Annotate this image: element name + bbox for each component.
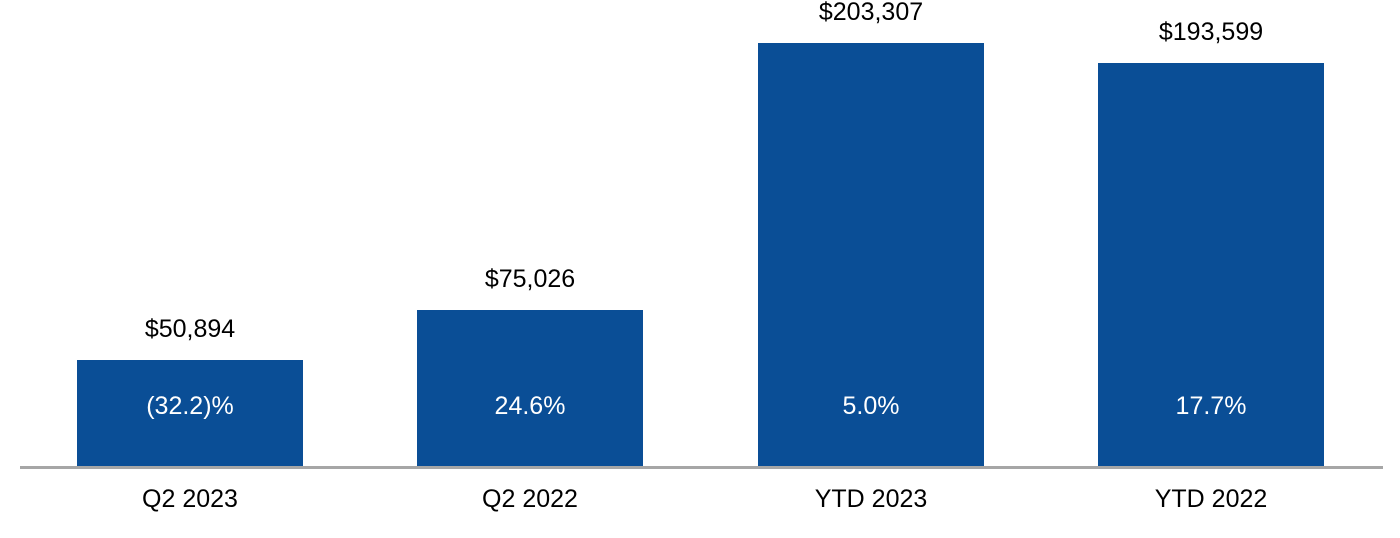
bar-pct-label: 5.0% [842,392,900,420]
bar-value-label: $193,599 [1158,18,1264,46]
bar [77,360,303,466]
x-axis-label: Q2 2023 [142,485,238,513]
x-axis-line [20,466,1383,469]
bar-pct-label: 17.7% [1175,392,1247,420]
bar [1098,63,1324,466]
x-axis-label: YTD 2022 [1154,485,1268,513]
x-axis-label: Q2 2022 [482,485,578,513]
bar-value-label: $203,307 [818,0,924,26]
bar [758,43,984,466]
bar-pct-label: 24.6% [494,392,566,420]
x-axis-label: YTD 2023 [814,485,928,513]
bar-pct-label: (32.2)% [146,392,234,420]
bar [417,310,643,466]
bar-value-label: $75,026 [484,265,576,293]
bar-value-label: $50,894 [144,315,236,343]
